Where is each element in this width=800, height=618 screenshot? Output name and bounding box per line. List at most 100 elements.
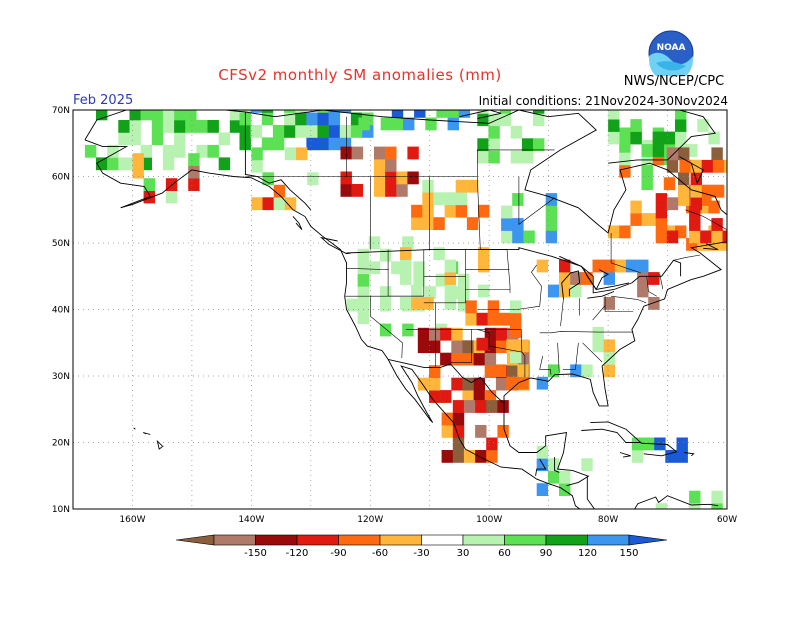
anomaly-cell [346, 298, 358, 312]
colorbar-box [213, 534, 256, 546]
anomaly-cell [570, 284, 582, 298]
lat-label: 30N [52, 372, 70, 382]
anomaly-cell [655, 503, 668, 509]
anomaly-cell [358, 117, 370, 131]
anomaly-cell [379, 248, 392, 262]
anomaly-cell [592, 327, 604, 340]
state-border [592, 305, 606, 321]
lat-label: 10N [52, 505, 70, 515]
anomaly-cell [374, 146, 386, 160]
anomaly-cell [451, 340, 463, 354]
anomaly-cell [452, 412, 465, 426]
anomaly-cell [411, 297, 423, 310]
anomaly-cell [488, 113, 500, 127]
anomaly-cell [447, 110, 459, 118]
anomaly-cell [306, 125, 318, 138]
colorbar-label: 60 [498, 548, 511, 559]
colorbar-label: 90 [540, 548, 553, 559]
anomaly-cell [307, 172, 319, 186]
anomaly-cell [466, 217, 479, 230]
anomaly-cell [295, 112, 307, 126]
anomaly-cell [510, 300, 522, 314]
anomaly-cell [652, 144, 665, 157]
state-border [557, 342, 560, 373]
coastline [587, 291, 615, 299]
anomaly-cell [452, 400, 465, 413]
anomaly-cell [429, 365, 441, 378]
coastline [608, 110, 716, 164]
anomaly-cell [701, 159, 714, 173]
anomaly-cell [603, 351, 615, 365]
anomaly-cell [678, 172, 690, 186]
anomaly-cell [400, 259, 412, 273]
anomaly-cell [655, 230, 668, 244]
anomaly-cell [239, 110, 251, 113]
anomaly-cell [547, 284, 560, 298]
anomaly-cell [458, 273, 470, 287]
anomaly-cell [317, 110, 329, 113]
anomaly-cell [689, 218, 701, 231]
state-border [646, 276, 657, 297]
anomaly-cell [608, 131, 620, 145]
anomaly-cell [581, 364, 593, 378]
logo-text: NOAA [657, 43, 686, 53]
anomaly-cell [379, 286, 392, 299]
colorbar-box [462, 534, 505, 546]
anomaly-cell [273, 197, 286, 211]
anomaly-cell [118, 120, 130, 133]
anomaly-cell [273, 184, 286, 198]
anomaly-cell [188, 178, 200, 191]
anomaly-cell [429, 340, 441, 354]
anomaly-cell [317, 112, 329, 126]
anomaly-cell [444, 272, 456, 285]
anomaly-cell [458, 286, 470, 299]
colorbar-label: -90 [330, 548, 346, 559]
anomaly-cell [351, 146, 364, 160]
anomaly-cell [475, 425, 487, 438]
anomaly-cell [512, 218, 524, 231]
anomaly-cell [690, 197, 702, 211]
anomaly-cell [641, 164, 653, 178]
anomaly-cell [362, 125, 374, 138]
anomaly-cell [475, 450, 487, 463]
anomaly-cell [559, 259, 571, 273]
state-border [370, 296, 403, 359]
anomaly-cell [162, 144, 175, 158]
anomaly-cell [523, 230, 535, 244]
province-border [518, 176, 555, 225]
valid-month-label: Feb 2025 [73, 93, 134, 108]
anomaly-cell [507, 365, 519, 378]
anomaly-cell [462, 390, 474, 403]
anomaly-cell [165, 178, 178, 191]
lat-label: 70N [52, 106, 70, 116]
anomaly-cell [708, 200, 720, 214]
anomaly-cell [487, 312, 500, 326]
anomaly-cell [486, 400, 498, 413]
state-border [506, 249, 511, 293]
anomaly-cell [451, 352, 463, 366]
anomaly-cell [96, 110, 108, 121]
anomaly-cell [486, 450, 498, 463]
anomaly-cell [630, 131, 642, 145]
anomaly-cell [517, 364, 529, 378]
coastline [684, 452, 695, 457]
anomaly-cell [433, 192, 445, 206]
state-border [450, 329, 472, 363]
anomaly-cell [441, 425, 453, 438]
anomaly-cell [422, 192, 434, 206]
anomaly-cell [603, 339, 615, 353]
anomaly-cell [486, 437, 498, 451]
anomaly-cell [711, 503, 723, 509]
anomaly-cell [495, 340, 508, 354]
lon-label: 160W [119, 515, 145, 525]
anomaly-cell [499, 110, 511, 114]
anomaly-cell [559, 284, 571, 298]
anomaly-cell [462, 352, 474, 366]
anomaly-cell [413, 273, 425, 287]
anomaly-cell [340, 184, 352, 197]
colorbar-max-arrow [628, 534, 668, 546]
anomaly-cell [478, 284, 490, 298]
anomaly-cell [140, 157, 152, 171]
anomaly-cell [385, 146, 397, 160]
anomaly-cell [689, 503, 701, 509]
